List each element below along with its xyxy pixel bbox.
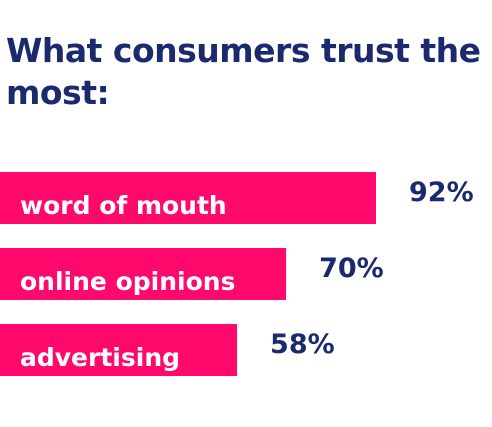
bar-label-advertising: advertising: [20, 343, 180, 372]
bar-advertising: [0, 324, 238, 376]
bar-online-opinions: [0, 248, 287, 300]
value-label-online-opinions: 70%: [319, 253, 384, 284]
bar-word-of-mouth: [0, 172, 376, 224]
chart-title: What consumers trust the most:: [6, 31, 481, 112]
bar-label-online-opinions: online opinions: [20, 267, 235, 296]
value-label-word-of-mouth: 92%: [409, 177, 474, 208]
bar-label-word-of-mouth: word of mouth: [20, 191, 227, 220]
value-label-advertising: 58%: [270, 329, 335, 360]
